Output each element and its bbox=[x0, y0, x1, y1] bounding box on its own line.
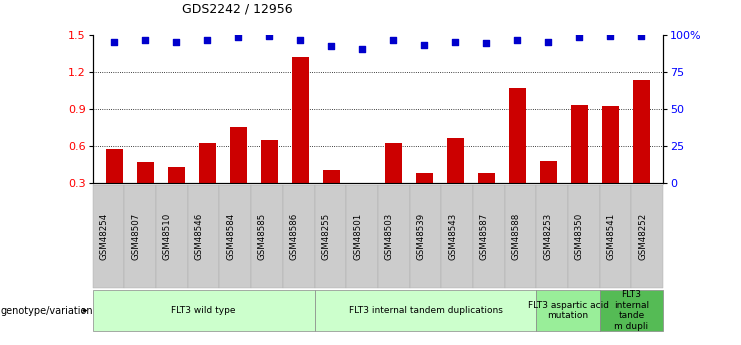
Point bbox=[170, 39, 182, 45]
Bar bbox=[106, 149, 123, 183]
Text: FLT3 wild type: FLT3 wild type bbox=[171, 306, 236, 315]
Text: FLT3 aspartic acid
mutation: FLT3 aspartic acid mutation bbox=[528, 301, 608, 320]
Text: GSM48588: GSM48588 bbox=[511, 213, 520, 260]
Text: GSM48585: GSM48585 bbox=[258, 213, 267, 260]
Bar bbox=[447, 138, 464, 183]
Point bbox=[139, 38, 151, 43]
Text: GSM48587: GSM48587 bbox=[480, 213, 489, 260]
Point bbox=[480, 41, 492, 46]
Point bbox=[419, 42, 431, 48]
Point bbox=[450, 39, 462, 45]
Bar bbox=[509, 88, 526, 183]
Text: GSM48507: GSM48507 bbox=[131, 213, 140, 260]
Point bbox=[356, 47, 368, 52]
Point bbox=[325, 43, 337, 49]
Point bbox=[294, 38, 306, 43]
Text: GSM48501: GSM48501 bbox=[353, 213, 362, 260]
Bar bbox=[199, 143, 216, 183]
Text: genotype/variation: genotype/variation bbox=[1, 306, 93, 315]
Text: GSM48510: GSM48510 bbox=[163, 213, 172, 260]
Point bbox=[574, 35, 585, 40]
Text: GSM48541: GSM48541 bbox=[607, 213, 616, 260]
Text: GSM48350: GSM48350 bbox=[575, 213, 584, 260]
Point bbox=[511, 38, 523, 43]
Point bbox=[264, 33, 276, 39]
Bar bbox=[416, 173, 433, 183]
Text: GSM48252: GSM48252 bbox=[638, 213, 648, 260]
Bar bbox=[137, 162, 154, 183]
Text: GSM48539: GSM48539 bbox=[416, 213, 425, 260]
Text: GSM48586: GSM48586 bbox=[290, 213, 299, 260]
Bar bbox=[323, 170, 340, 183]
Bar bbox=[571, 105, 588, 183]
Point bbox=[108, 39, 120, 45]
Text: GSM48255: GSM48255 bbox=[322, 213, 330, 260]
Bar bbox=[354, 183, 371, 185]
Point bbox=[202, 38, 213, 43]
Point bbox=[636, 33, 648, 39]
Text: GSM48503: GSM48503 bbox=[385, 213, 393, 260]
Bar bbox=[540, 161, 557, 183]
Bar bbox=[478, 173, 495, 183]
Bar bbox=[230, 127, 247, 183]
Bar bbox=[385, 143, 402, 183]
Point bbox=[388, 38, 399, 43]
Point bbox=[233, 35, 245, 40]
Text: GSM48584: GSM48584 bbox=[226, 213, 236, 260]
Bar bbox=[261, 140, 278, 183]
Text: GSM48546: GSM48546 bbox=[195, 213, 204, 260]
Point bbox=[605, 33, 617, 39]
Bar bbox=[602, 106, 619, 183]
Text: FLT3 internal tandem duplications: FLT3 internal tandem duplications bbox=[348, 306, 502, 315]
Bar bbox=[292, 57, 309, 183]
Text: FLT3
internal
tande
m dupli: FLT3 internal tande m dupli bbox=[614, 290, 649, 331]
Bar bbox=[633, 80, 650, 183]
Bar bbox=[167, 167, 185, 183]
Text: GDS2242 / 12956: GDS2242 / 12956 bbox=[182, 2, 292, 16]
Point bbox=[542, 39, 554, 45]
Text: GSM48253: GSM48253 bbox=[543, 213, 552, 260]
Text: GSM48543: GSM48543 bbox=[448, 213, 457, 260]
Text: GSM48254: GSM48254 bbox=[99, 213, 108, 260]
